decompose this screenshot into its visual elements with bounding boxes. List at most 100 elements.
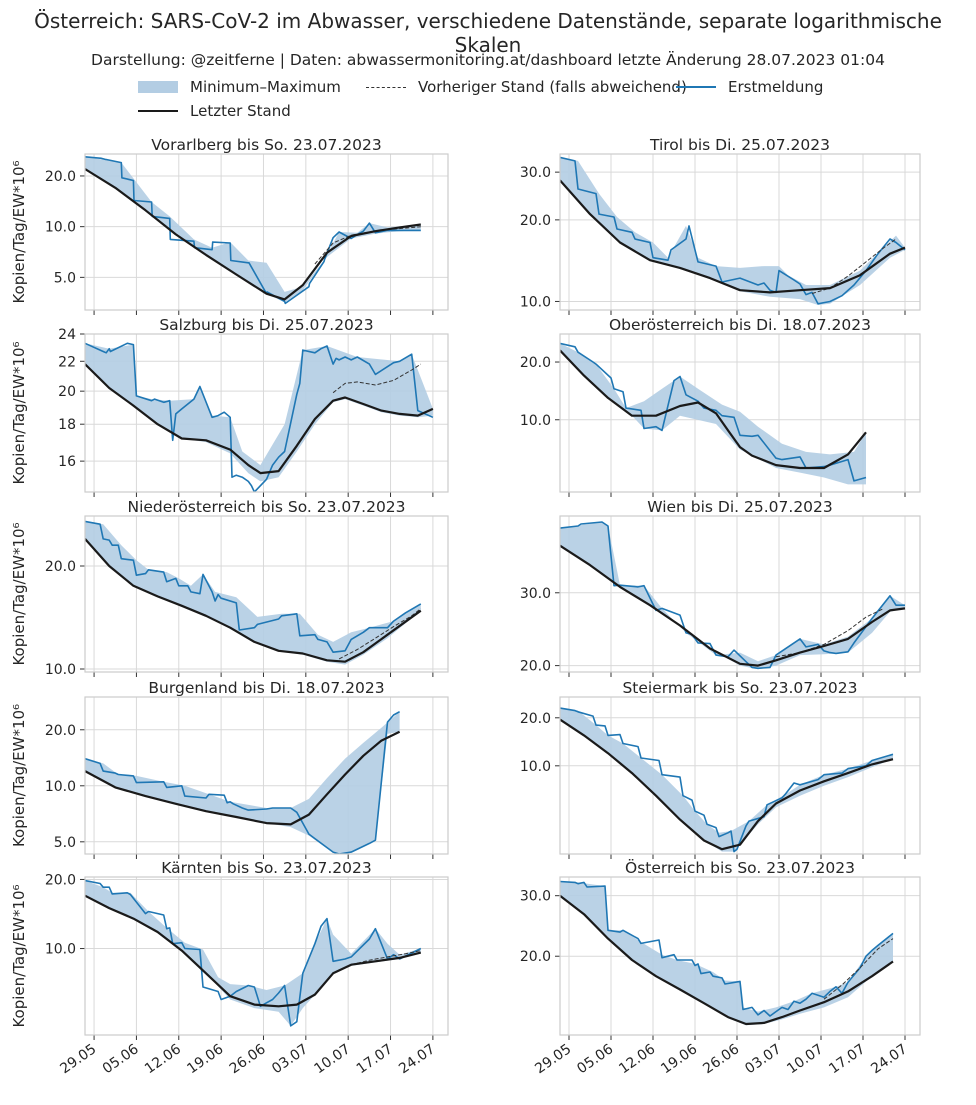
x-tick-label: 17.07 (826, 1041, 868, 1077)
y-tick-label: 22 (58, 354, 76, 370)
plot-frame (84, 333, 449, 493)
plot-series (85, 520, 422, 665)
y-tick-label: 20 (58, 384, 76, 400)
y-axis-label: Kopien/Tag/EW*10⁶ (10, 341, 28, 484)
series-first-report (85, 520, 422, 653)
series-previous (314, 226, 421, 265)
plot-series (85, 342, 434, 492)
series-first-report (85, 879, 422, 1027)
x-tick-label: 26.06 (227, 1041, 269, 1077)
plot-frame (559, 333, 921, 493)
panel-4: 10.0 20.0 Oberösterreich bis Di. 18.07.202… (520, 316, 921, 497)
plot-area (85, 516, 448, 672)
legend-first-swatch (676, 80, 716, 94)
series-latest (85, 730, 401, 826)
x-tick-label: 24.07 (396, 1041, 438, 1077)
legend-latest-label: Letzter Stand (190, 102, 291, 120)
y-tick-label: 30.0 (520, 586, 551, 602)
y-axis-label: Kopien/Tag/EW*10⁶ (10, 522, 28, 665)
y-tick-label: 20.0 (45, 559, 76, 575)
y-tick-label: 20.0 (520, 355, 551, 371)
x-tick-label: 17.07 (354, 1041, 396, 1077)
panel-title: Kärnten bis So. 23.07.2023 (161, 859, 371, 877)
panel-title: Niederösterreich bis So. 23.07.2023 (127, 498, 405, 516)
series-latest (560, 718, 894, 851)
y-tick-label: 10.0 (45, 662, 76, 678)
plot-frame (84, 876, 449, 1036)
panel-9: 29.05 05.06 12.06 19.06 26.06 03.07 10.07 17.07… (10, 859, 449, 1077)
x-tick-label: 29.05 (57, 1041, 99, 1077)
series-first-report (85, 342, 434, 492)
band-min-max (560, 343, 866, 485)
panel-title: Wien bis Di. 25.07.2023 (647, 498, 833, 516)
band-min-max (560, 522, 905, 670)
y-tick-label: 20.0 (45, 723, 76, 739)
band-min-max (560, 881, 893, 1026)
series-first-report (560, 880, 894, 1017)
series-latest (560, 349, 867, 470)
y-tick-label: 10.0 (45, 220, 76, 236)
plot-frame (84, 696, 449, 855)
plot-frame (559, 876, 921, 1036)
y-tick-label: 30.0 (520, 165, 551, 181)
series-first-report (560, 707, 894, 853)
y-tick-label: 10.0 (45, 942, 76, 958)
band-min-max (85, 711, 400, 854)
x-tick-label: 10.07 (784, 1041, 826, 1077)
x-tick-label: 10.07 (311, 1041, 353, 1077)
chart-subtitle: Darstellung: @zeitferne | Daten: abwasse… (91, 51, 885, 69)
y-tick-label: 20.0 (520, 659, 551, 675)
y-tick-label: 10.0 (520, 413, 551, 429)
series-latest (85, 538, 422, 663)
legend-latest-swatch (138, 104, 178, 118)
legend-item-first: Erstmeldung (676, 78, 823, 96)
series-first-report (560, 342, 867, 482)
panel-8: 10.0 20.0 Steiermark bis So. 23.07.2023 (520, 679, 921, 859)
x-tick-label: 24.07 (868, 1041, 910, 1077)
plot-frame (84, 515, 449, 673)
y-tick-label: 20.0 (520, 711, 551, 727)
plot-series (85, 156, 421, 305)
y-tick-label: 16 (58, 454, 76, 470)
legend-band-label: Minimum–Maximum (190, 78, 341, 96)
panel-2: 10.0 20.0 30.0 Tirol bis Di. 25.07.2023 (520, 136, 921, 315)
x-tick-label: 19.06 (658, 1041, 700, 1077)
x-tick-label: 29.05 (532, 1041, 574, 1077)
y-tick-label: 20.0 (45, 169, 76, 185)
series-latest (85, 168, 421, 301)
legend-previous-label: Vorheriger Stand (falls abweichend) (418, 78, 687, 96)
legend-band-swatch (138, 81, 178, 93)
legend-previous-swatch (366, 80, 406, 94)
plot-frame (559, 515, 921, 673)
plot-series (560, 880, 894, 1026)
panel-6: 20.0 30.0 Wien bis Di. 25.07.2023 (520, 498, 921, 677)
plot-series (85, 879, 422, 1027)
x-tick-label: 12.06 (142, 1041, 184, 1077)
series-latest (560, 894, 894, 1026)
y-tick-label: 5.0 (54, 270, 76, 286)
y-tick-label: 10.0 (520, 294, 551, 310)
series-latest (85, 894, 422, 1008)
panel-title: Burgenland bis Di. 18.07.2023 (148, 679, 384, 697)
panel-3: 16 18 20 22 24 Salzburg bis Di. 25.07.2023 Kop… (10, 316, 449, 497)
legend-item-latest: Letzter Stand (138, 102, 291, 120)
series-first-report (560, 156, 906, 305)
plot-series (560, 707, 894, 853)
panel-10: 29.05 05.06 12.06 19.06 26.06 03.07 10.07 17.07… (520, 858, 921, 1077)
series-first-report (85, 710, 400, 854)
y-tick-label: 30.0 (520, 889, 551, 905)
panel-5: 10.0 20.0 Niederösterreich bis So. 23.07.2… (10, 498, 449, 678)
y-axis-label: Kopien/Tag/EW*10⁶ (10, 160, 28, 303)
band-min-max (85, 156, 421, 303)
legend-first-label: Erstmeldung (728, 78, 824, 96)
plot-series (560, 521, 906, 670)
panel-7: 5.0 10.0 20.0 Burgenland bis Di. 18.07.2023… (10, 679, 449, 859)
series-previous (332, 363, 422, 394)
legend-item-band: Minimum–Maximum (138, 78, 341, 96)
y-tick-label: 20.0 (520, 949, 551, 965)
panel-title: Steiermark bis So. 23.07.2023 (622, 679, 857, 697)
series-latest (560, 179, 906, 294)
band-min-max (85, 880, 421, 1026)
x-tick-label: 03.07 (742, 1041, 784, 1077)
